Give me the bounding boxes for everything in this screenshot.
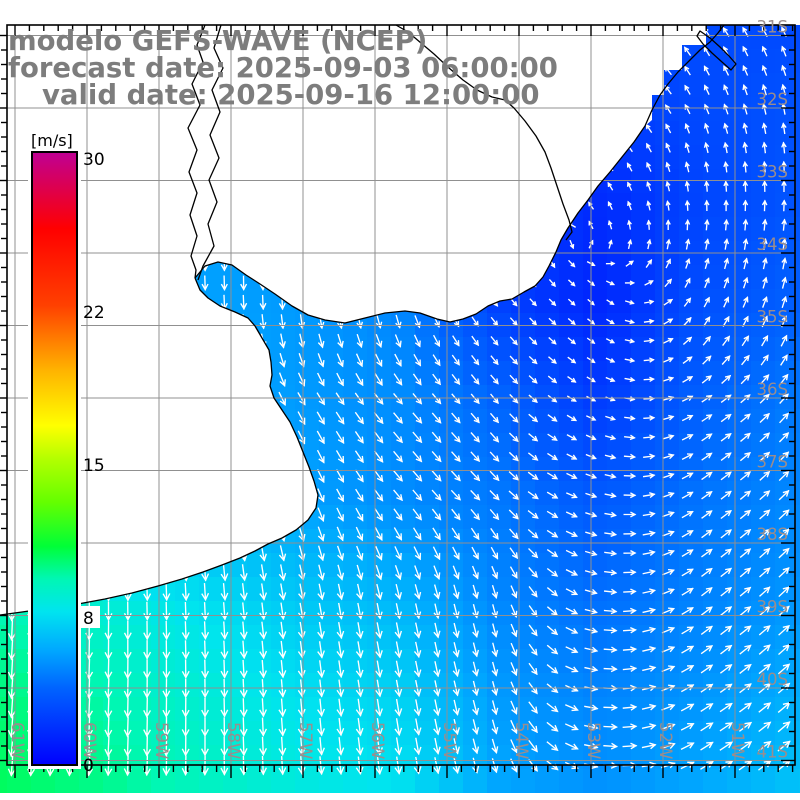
map-frame — [6, 24, 796, 766]
inland-border-line — [395, 24, 573, 241]
model-title: modelo GEFS-WAVE (NCEP) — [8, 25, 427, 57]
valid-date-line: valid date: 2025-09-16 12:00:00 — [42, 79, 539, 111]
wave-speed-field — [0, 25, 800, 793]
lat-label: 38S — [757, 525, 788, 544]
lon-label: 51W — [728, 722, 747, 759]
uruguay-river-line — [197, 24, 224, 281]
lat-label: 39S — [757, 598, 788, 617]
lon-label: 61W — [8, 722, 27, 759]
lat-label: 31S — [757, 18, 788, 37]
lon-label: 54W — [512, 722, 531, 759]
lagoon-outline — [696, 30, 737, 71]
lon-label: 56W — [368, 722, 387, 759]
lat-label: 33S — [757, 163, 788, 182]
lat-lon-gridlines — [7, 25, 795, 765]
parana-river-line — [187, 24, 206, 279]
colorbar-tick-15: 15 — [83, 456, 105, 476]
lat-label: 40S — [757, 670, 788, 689]
lat-label: 41S — [757, 743, 788, 762]
lon-label: 57W — [296, 722, 315, 759]
label-backing — [76, 606, 100, 628]
lat-label: 35S — [757, 308, 788, 327]
lon-label: 55W — [440, 722, 459, 759]
title-block: modelo GEFS-WAVE (NCEP) forecast date: 2… — [8, 25, 558, 111]
lon-label: 53W — [584, 722, 603, 759]
colorbar-gradient — [31, 151, 78, 766]
lat-label: 32S — [757, 90, 788, 109]
lon-label: 59W — [152, 722, 171, 759]
colorbar-tick-30: 30 — [83, 150, 105, 170]
lon-label: 60W — [80, 722, 99, 759]
lon-label: 58W — [224, 722, 243, 759]
coastline — [0, 24, 737, 616]
colorbar: [m/s] 30 22 15 8 0 — [28, 131, 105, 776]
colorbar-tick-22: 22 — [83, 303, 105, 323]
colorbar-tick-8: 8 — [83, 609, 94, 629]
south-shore-coastline — [0, 277, 319, 616]
north-shore-coastline — [194, 24, 725, 324]
forecast-date-line: forecast date: 2025-09-03 06:00:00 — [8, 52, 558, 84]
lat-label: 34S — [757, 235, 788, 254]
lat-lon-labels: 31S 32S 33S 34S 35S 36S 37S 38S 39S 40S 41S 61W 60W 5… — [8, 18, 788, 762]
lat-label: 37S — [757, 453, 788, 472]
colorbar-unit-label: [m/s] — [31, 131, 73, 150]
lon-label: 52W — [656, 722, 675, 759]
degree-tick-marks — [0, 25, 795, 778]
lat-label: 36S — [757, 380, 788, 399]
colorbar-tick-0: 0 — [83, 756, 94, 776]
